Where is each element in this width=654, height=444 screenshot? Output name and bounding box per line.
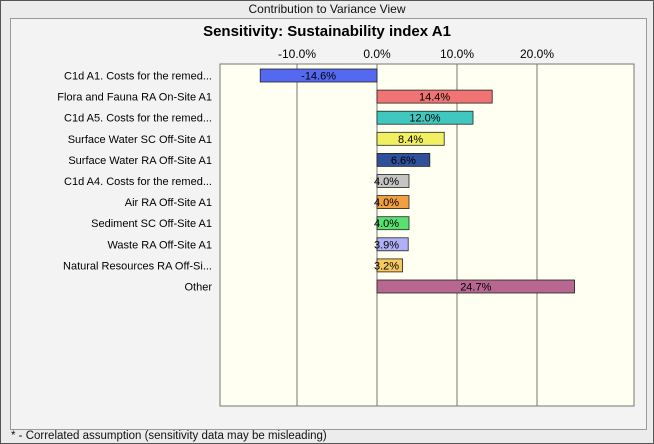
category-label: Waste RA Off-Site A1 — [107, 239, 212, 251]
bar-value-label: 12.0% — [409, 113, 440, 125]
x-tick-label: 20.0% — [520, 47, 554, 61]
bar[interactable] — [376, 279, 576, 294]
bar-value-label: 24.7% — [460, 282, 491, 294]
category-label: Air RA Off-Site A1 — [125, 197, 212, 209]
chart-title: Sensitivity: Sustainability index A1 — [203, 23, 451, 40]
bar[interactable] — [376, 174, 410, 188]
bar[interactable] — [376, 131, 445, 146]
bar-value-label: 3.9% — [374, 239, 399, 251]
category-label: Sediment SC Off-Site A1 — [91, 218, 212, 230]
sensitivity-chart: Sensitivity: Sustainability index A1 -10… — [57, 23, 635, 407]
bar-value-label: 4.0% — [374, 197, 399, 209]
category-label: Surface Water RA Off-Site A1 — [68, 155, 212, 167]
x-tick-label: 10.0% — [440, 47, 474, 61]
bar-value-label: 4.0% — [374, 218, 399, 230]
category-label: Natural Resources RA Off-Si... — [63, 260, 212, 272]
bar[interactable] — [376, 237, 409, 252]
chart-panel: Sensitivity: Sustainability index A1 -10… — [10, 18, 647, 430]
category-label: Other — [184, 282, 212, 294]
bar-value-label: 8.4% — [398, 134, 423, 146]
bar-value-label: 14.4% — [419, 92, 450, 104]
category-label: C1d A1. Costs for the remed... — [64, 71, 212, 83]
bar[interactable] — [376, 216, 410, 231]
window-title: Contribution to Variance View — [248, 2, 406, 16]
footnote: * - Correlated assumption (sensitivity d… — [11, 430, 327, 442]
bar[interactable] — [376, 110, 474, 125]
bar[interactable] — [376, 152, 431, 167]
bar-value-label: 6.6% — [391, 155, 416, 167]
bar[interactable] — [376, 195, 410, 210]
bar[interactable] — [376, 89, 493, 104]
bar-value-label: -14.6% — [301, 71, 336, 83]
category-label: C1d A4. Costs for the remed... — [64, 176, 212, 188]
category-label: Surface Water SC Off-Site A1 — [68, 134, 212, 146]
x-tick-label: -10.0% — [278, 47, 316, 61]
bar-value-label: 4.0% — [374, 176, 399, 188]
x-tick-label: 0.0% — [363, 47, 391, 61]
bar[interactable] — [259, 68, 378, 83]
category-label: Flora and Fauna RA On-Site A1 — [57, 92, 212, 104]
bar[interactable] — [376, 258, 404, 273]
bar-value-label: 3.2% — [374, 260, 399, 272]
category-label: C1d A5. Costs for the remed... — [64, 113, 212, 125]
